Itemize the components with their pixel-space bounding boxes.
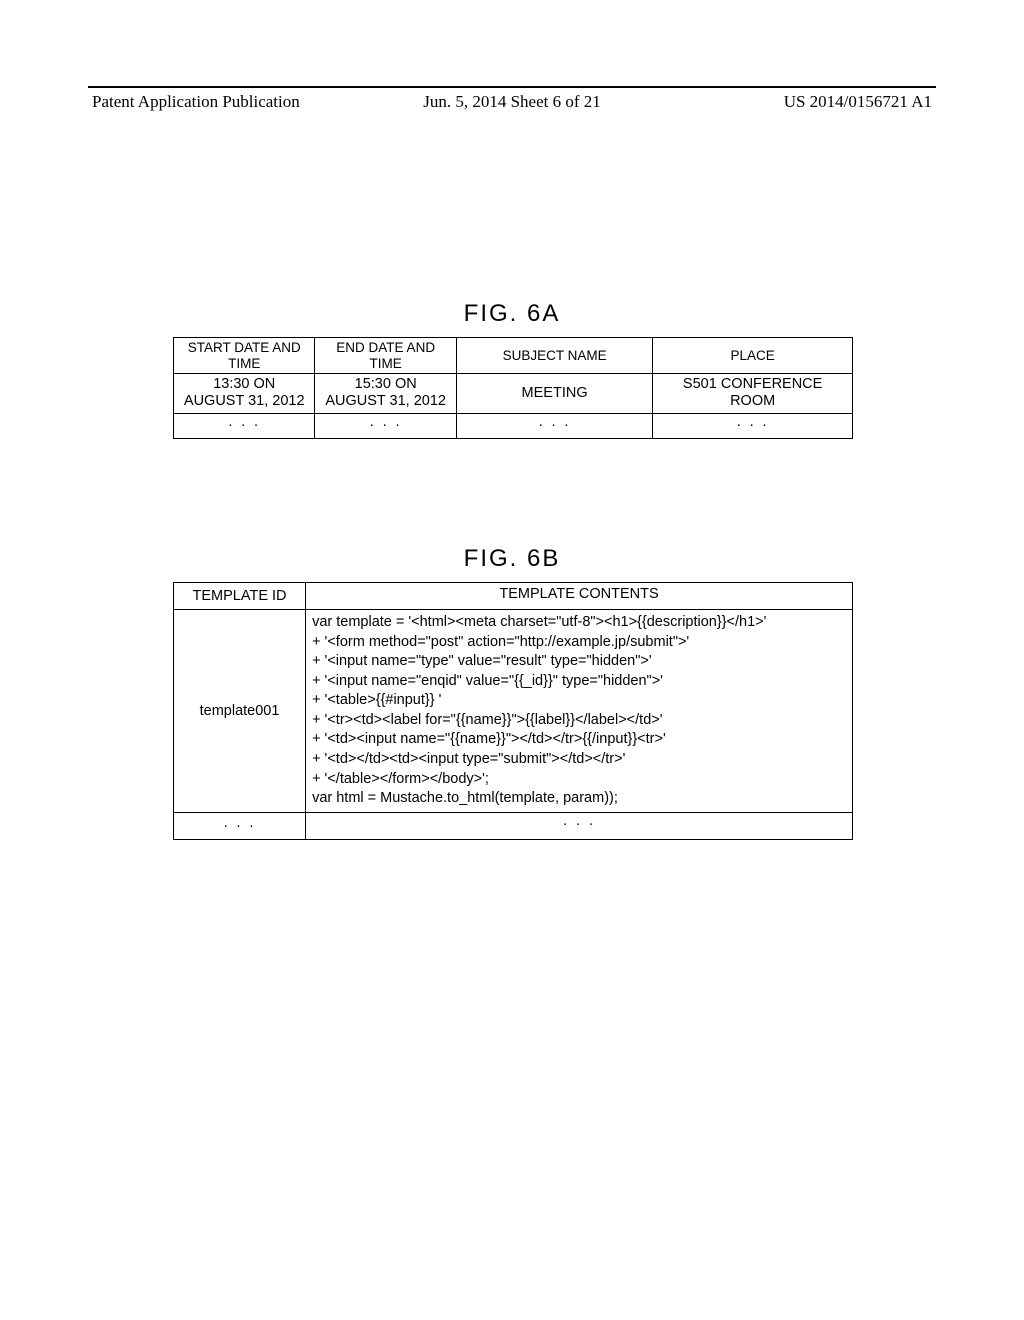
cell-ellipsis: · · · (174, 812, 306, 839)
code-line: + '</table></form></body>'; (312, 770, 846, 790)
cell-subject: MEETING (456, 374, 652, 414)
cell-template-id: template001 (174, 610, 306, 813)
code-line: + '<td></td><td><input type="submit"></t… (312, 750, 846, 770)
col-header: SUBJECT NAME (456, 338, 652, 374)
figure-6a-label: FIG. 6A (0, 300, 1024, 328)
col-header: START DATE AND TIME (174, 338, 315, 374)
table-row: · · · · · · · · · · · · (174, 413, 853, 438)
code-line: + '<form method="post" action="http://ex… (312, 633, 846, 653)
code-line: + '<input name="enqid" value="{{_id}}" t… (312, 672, 846, 692)
code-line: var html = Mustache.to_html(template, pa… (312, 789, 846, 809)
col-header: TEMPLATE CONTENTS (306, 583, 853, 610)
cell-ellipsis: · · · (653, 413, 853, 438)
figure-6b-label: FIG. 6B (0, 545, 1024, 573)
cell-text: ROOM (730, 393, 775, 409)
cell-text: AUGUST 31, 2012 (184, 393, 305, 409)
cell-ellipsis: · · · (456, 413, 652, 438)
code-line: + '<td><input name="{{name}}"></td></tr>… (312, 730, 846, 750)
cell-ellipsis: · · · (315, 413, 456, 438)
code-line: + '<table>{{#input}} ' (312, 691, 846, 711)
cell-template-contents: var template = '<html><meta charset="utf… (306, 610, 853, 813)
cell-place: S501 CONFERENCE ROOM (653, 374, 853, 414)
table-6b: TEMPLATE ID TEMPLATE CONTENTS template00… (173, 582, 853, 840)
col-header: PLACE (653, 338, 853, 374)
cell-text: 13:30 ON (213, 376, 275, 392)
table-row: 13:30 ON AUGUST 31, 2012 15:30 ON AUGUST… (174, 374, 853, 414)
table-row: template001 var template = '<html><meta … (174, 610, 853, 813)
header-rule (88, 86, 936, 88)
table-6a-header-row: START DATE AND TIME END DATE AND TIME SU… (174, 338, 853, 374)
code-line: var template = '<html><meta charset="utf… (312, 613, 846, 633)
cell-start-datetime: 13:30 ON AUGUST 31, 2012 (174, 374, 315, 414)
cell-text: S501 CONFERENCE (683, 376, 822, 392)
code-line: + '<tr><td><label for="{{name}}">{{label… (312, 711, 846, 731)
table-6b-header-row: TEMPLATE ID TEMPLATE CONTENTS (174, 583, 853, 610)
col-header: END DATE AND TIME (315, 338, 456, 374)
cell-text: 15:30 ON (355, 376, 417, 392)
table-6a: START DATE AND TIME END DATE AND TIME SU… (173, 337, 853, 439)
cell-ellipsis: · · · (174, 413, 315, 438)
table-row: · · · · · · (174, 812, 853, 839)
header-right: US 2014/0156721 A1 (784, 92, 932, 112)
cell-end-datetime: 15:30 ON AUGUST 31, 2012 (315, 374, 456, 414)
patent-page: Patent Application Publication Jun. 5, 2… (0, 0, 1024, 1320)
col-header: TEMPLATE ID (174, 583, 306, 610)
code-line: + '<input name="type" value="result" typ… (312, 652, 846, 672)
cell-ellipsis: · · · (306, 812, 853, 839)
cell-text: AUGUST 31, 2012 (325, 393, 446, 409)
